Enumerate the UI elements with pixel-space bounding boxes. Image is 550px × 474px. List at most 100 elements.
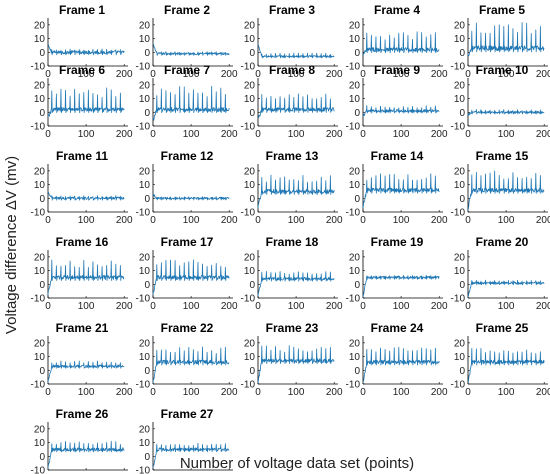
x-tick-label: 0 xyxy=(255,215,261,226)
x-tick-label: 100 xyxy=(498,301,515,312)
y-tick-label: 20 xyxy=(139,80,151,91)
y-tick-label: 0 xyxy=(39,48,45,59)
series-line xyxy=(47,440,125,469)
panel-title: Frame 11 xyxy=(56,149,108,163)
panel-title: Frame 24 xyxy=(371,321,424,335)
y-tick-label: 10 xyxy=(34,266,46,277)
y-tick-label: 20 xyxy=(34,166,46,177)
y-tick-label: -10 xyxy=(346,208,361,219)
y-tick-label: -10 xyxy=(241,380,256,391)
y-tick-label: 0 xyxy=(354,48,360,59)
panel-title: Frame 10 xyxy=(476,63,529,77)
y-tick-label: -10 xyxy=(136,208,151,219)
panel-title: Frame 2 xyxy=(164,3,210,17)
y-tick-label: 10 xyxy=(34,438,46,449)
x-tick-label: 100 xyxy=(288,129,305,140)
y-tick-label: 20 xyxy=(244,20,256,31)
y-tick-label: 0 xyxy=(39,108,45,119)
panel-title: Frame 23 xyxy=(266,321,319,335)
x-tick-label: 200 xyxy=(221,215,238,226)
y-tick-label: 20 xyxy=(454,252,466,263)
y-tick-label: 0 xyxy=(144,108,150,119)
x-tick-label: 100 xyxy=(78,215,95,226)
panel-title: Frame 3 xyxy=(269,3,315,17)
series-line xyxy=(362,173,440,209)
y-tick-label: -10 xyxy=(241,62,256,73)
y-tick-label: 0 xyxy=(459,108,465,119)
y-tick-label: 10 xyxy=(34,94,46,105)
y-tick-label: 0 xyxy=(354,108,360,119)
x-tick-label: 100 xyxy=(183,129,200,140)
series-line xyxy=(257,43,335,59)
x-tick-label: 100 xyxy=(78,301,95,312)
x-tick-label: 0 xyxy=(255,129,261,140)
y-tick-label: 0 xyxy=(249,108,255,119)
x-tick-label: 0 xyxy=(465,69,471,80)
x-tick-label: 200 xyxy=(326,387,343,398)
x-tick-label: 0 xyxy=(360,69,366,80)
x-tick-label: 100 xyxy=(393,301,410,312)
x-tick-label: 200 xyxy=(116,69,133,80)
x-tick-label: 100 xyxy=(183,387,200,398)
x-tick-label: 0 xyxy=(150,69,156,80)
x-tick-label: 0 xyxy=(150,387,156,398)
y-tick-label: 10 xyxy=(34,180,46,191)
x-tick-label: 200 xyxy=(431,69,448,80)
panel-title: Frame 20 xyxy=(476,235,529,249)
y-tick-label: 20 xyxy=(34,424,46,435)
panel-title: Frame 5 xyxy=(479,3,525,17)
y-tick-label: -10 xyxy=(346,294,361,305)
x-tick-label: 0 xyxy=(465,129,471,140)
y-tick-label: -10 xyxy=(451,122,466,133)
panel-title: Frame 19 xyxy=(371,235,424,249)
y-tick-label: 0 xyxy=(354,366,360,377)
series-line xyxy=(152,442,230,469)
x-tick-label: 0 xyxy=(150,215,156,226)
panel-title: Frame 7 xyxy=(164,63,210,77)
x-tick-label: 200 xyxy=(221,69,238,80)
series-line xyxy=(47,87,125,117)
y-tick-label: 0 xyxy=(459,48,465,59)
y-tick-label: 0 xyxy=(354,194,360,205)
series-line xyxy=(257,174,335,209)
x-tick-label: 200 xyxy=(536,215,550,226)
x-tick-label: 200 xyxy=(116,215,133,226)
y-tick-label: -10 xyxy=(136,294,151,305)
x-tick-label: 100 xyxy=(288,69,305,80)
y-tick-label: -10 xyxy=(31,208,46,219)
series-line xyxy=(152,193,230,201)
series-line xyxy=(47,191,125,201)
y-tick-label: 20 xyxy=(349,166,361,177)
y-tick-label: -10 xyxy=(31,62,46,73)
x-tick-label: 200 xyxy=(326,215,343,226)
y-tick-label: 20 xyxy=(454,338,466,349)
y-tick-label: 0 xyxy=(249,366,255,377)
series-line xyxy=(47,360,125,384)
x-tick-label: 200 xyxy=(431,387,448,398)
y-tick-label: 20 xyxy=(34,20,46,31)
x-tick-label: 0 xyxy=(45,387,51,398)
y-tick-label: 20 xyxy=(139,166,151,177)
y-tick-label: 0 xyxy=(144,48,150,59)
y-tick-label: 10 xyxy=(139,438,151,449)
y-axis-label: Voltage difference ΔV (mv) xyxy=(3,156,20,334)
y-tick-label: 10 xyxy=(349,94,361,105)
x-tick-label: 200 xyxy=(221,129,238,140)
x-tick-label: 100 xyxy=(393,129,410,140)
x-tick-label: 100 xyxy=(498,69,515,80)
y-tick-label: 10 xyxy=(139,34,151,45)
y-tick-label: 20 xyxy=(349,80,361,91)
y-tick-label: 20 xyxy=(454,166,466,177)
series-line xyxy=(47,44,125,56)
